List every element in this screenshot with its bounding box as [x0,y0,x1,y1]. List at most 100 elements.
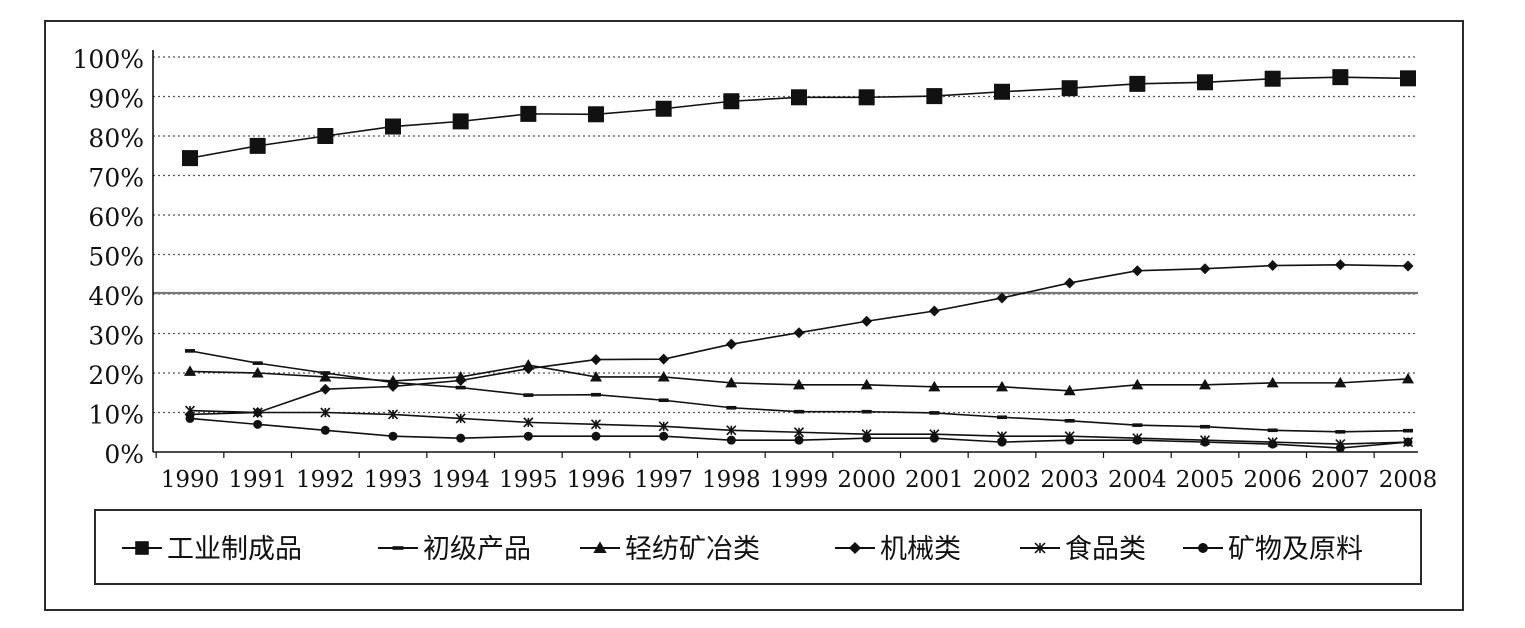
data-point [1199,263,1211,275]
data-point [249,137,266,154]
legend-marker [593,541,607,553]
legend-marker [1198,543,1208,553]
data-point [1267,428,1278,433]
legend-item: 食品类 [1020,534,1146,565]
series-lines [182,69,1416,453]
data-point [455,385,466,390]
x-tick-label: 2003 [1040,467,1099,493]
data-point [388,431,398,441]
data-point [1335,430,1346,434]
data-point [253,419,263,429]
data-point [184,405,196,416]
chart-frame [44,20,1464,611]
data-point [320,425,330,435]
x-tick-label: 1990 [161,467,220,493]
y-tick-label: 40% [88,282,144,311]
data-point [793,427,805,438]
data-point [726,405,737,410]
data-point [658,398,669,403]
data-point [1335,443,1345,453]
series-6 [185,413,1413,453]
data-point [996,292,1008,304]
data-point [590,370,602,382]
data-point [1332,69,1349,86]
data-point [387,374,399,386]
data-point [858,89,875,106]
data-point [522,363,534,375]
legend-marker [392,546,404,550]
data-point [387,409,399,420]
series-2 [185,349,1413,434]
data-point [658,353,670,365]
data-point [1268,439,1278,449]
data-point [1199,378,1211,390]
data-point [520,105,537,122]
x-tick-label: 2000 [837,467,896,493]
legend-item: 机械类 [835,534,961,565]
y-tick-label: 100% [73,45,144,74]
legend-label: 食品类 [1065,534,1146,565]
data-point [523,431,533,441]
data-point [861,409,872,414]
y-tick-label: 60% [88,203,144,232]
data-point [1129,75,1146,92]
data-point [387,380,399,392]
data-point [655,100,672,117]
y-tick-label: 80% [88,124,144,153]
data-point [182,150,198,167]
data-point [928,305,940,317]
data-point [319,370,332,382]
data-point [793,378,805,390]
x-tick-label: 2006 [1243,467,1302,493]
legend-item: 矿物及原料 [1183,534,1363,565]
axes [152,50,1418,453]
x-tick-label: 1995 [499,467,558,493]
legend-label: 轻纺矿冶类 [625,534,760,565]
data-point [1267,260,1279,272]
series-4 [184,259,1414,420]
data-point [455,413,466,424]
data-point [659,431,669,441]
data-point [452,113,469,130]
data-point [1132,435,1142,445]
y-axis-ticks: 0% 10% 20% 30% 40% 50% 60% 70% 80% 90% 100% [73,45,144,469]
series-3 [184,359,1414,396]
x-tick-label: 2001 [905,467,964,493]
data-point [456,433,466,443]
x-tick-label: 2007 [1311,467,1370,493]
x-tick-label: 1999 [770,467,829,493]
x-tick-label: 1998 [702,467,761,493]
x-axis-ticks: 1990 1991 1992 1993 1994 1995 1996 1997 1998 1999… [155,452,1437,493]
data-point [794,435,804,445]
gridlines [153,56,1418,414]
data-point [1063,384,1076,396]
data-point [251,367,264,378]
data-point [320,407,331,418]
data-point [725,376,738,388]
data-point [590,354,602,366]
x-tick-label: 1997 [634,467,693,493]
data-point [1403,428,1413,433]
data-point [1334,376,1347,388]
legend-item: 工业制成品 [122,534,302,565]
x-tick-label: 1996 [567,467,626,493]
data-point [1264,70,1281,87]
x-tick-label: 2005 [1176,467,1235,493]
data-point [252,407,263,418]
y-tick-label: 30% [88,322,144,351]
data-point [657,370,670,382]
legend-label: 初级产品 [423,534,531,565]
data-point [726,435,736,445]
data-point [1064,277,1076,289]
data-point [926,88,943,105]
data-point [1402,372,1414,384]
data-point [1200,437,1210,447]
data-point [317,128,334,144]
data-point [725,338,737,350]
data-point [385,118,401,135]
data-point [1065,435,1075,445]
x-tick-label: 1993 [364,467,423,493]
data-point [591,392,601,397]
data-point [319,383,331,395]
data-point [1334,259,1346,271]
